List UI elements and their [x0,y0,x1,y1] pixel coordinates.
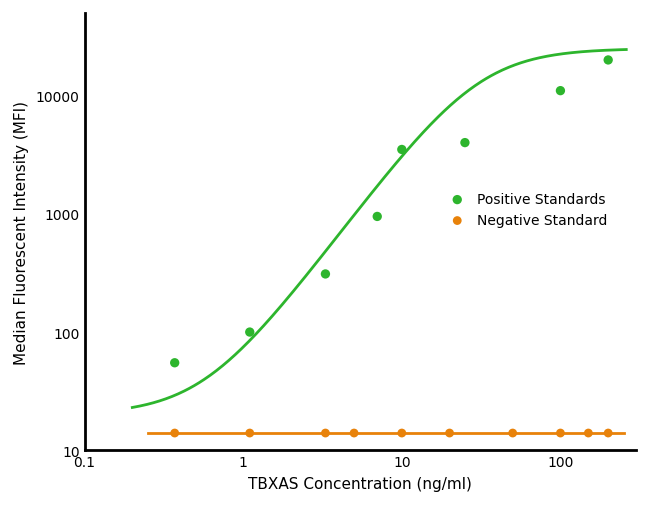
Positive Standards [170,359,180,367]
Positive Standards [396,146,407,154]
Positive Standards [320,270,331,278]
Negative Standard [244,429,255,437]
Positive Standards [244,328,255,336]
Positive Standards [460,139,470,147]
Positive Standards [555,87,566,95]
Negative Standard [445,429,455,437]
Negative Standard [603,429,614,437]
Negative Standard [320,429,331,437]
Negative Standard [508,429,518,437]
Negative Standard [583,429,593,437]
Negative Standard [170,429,180,437]
Positive Standards [603,57,614,65]
Legend: Positive Standards, Negative Standard: Positive Standards, Negative Standard [438,187,612,233]
Y-axis label: Median Fluorescent Intensity (MFI): Median Fluorescent Intensity (MFI) [14,100,29,364]
X-axis label: TBXAS Concentration (ng/ml): TBXAS Concentration (ng/ml) [248,476,473,491]
Positive Standards [372,213,382,221]
Negative Standard [555,429,566,437]
Negative Standard [349,429,359,437]
Negative Standard [396,429,407,437]
